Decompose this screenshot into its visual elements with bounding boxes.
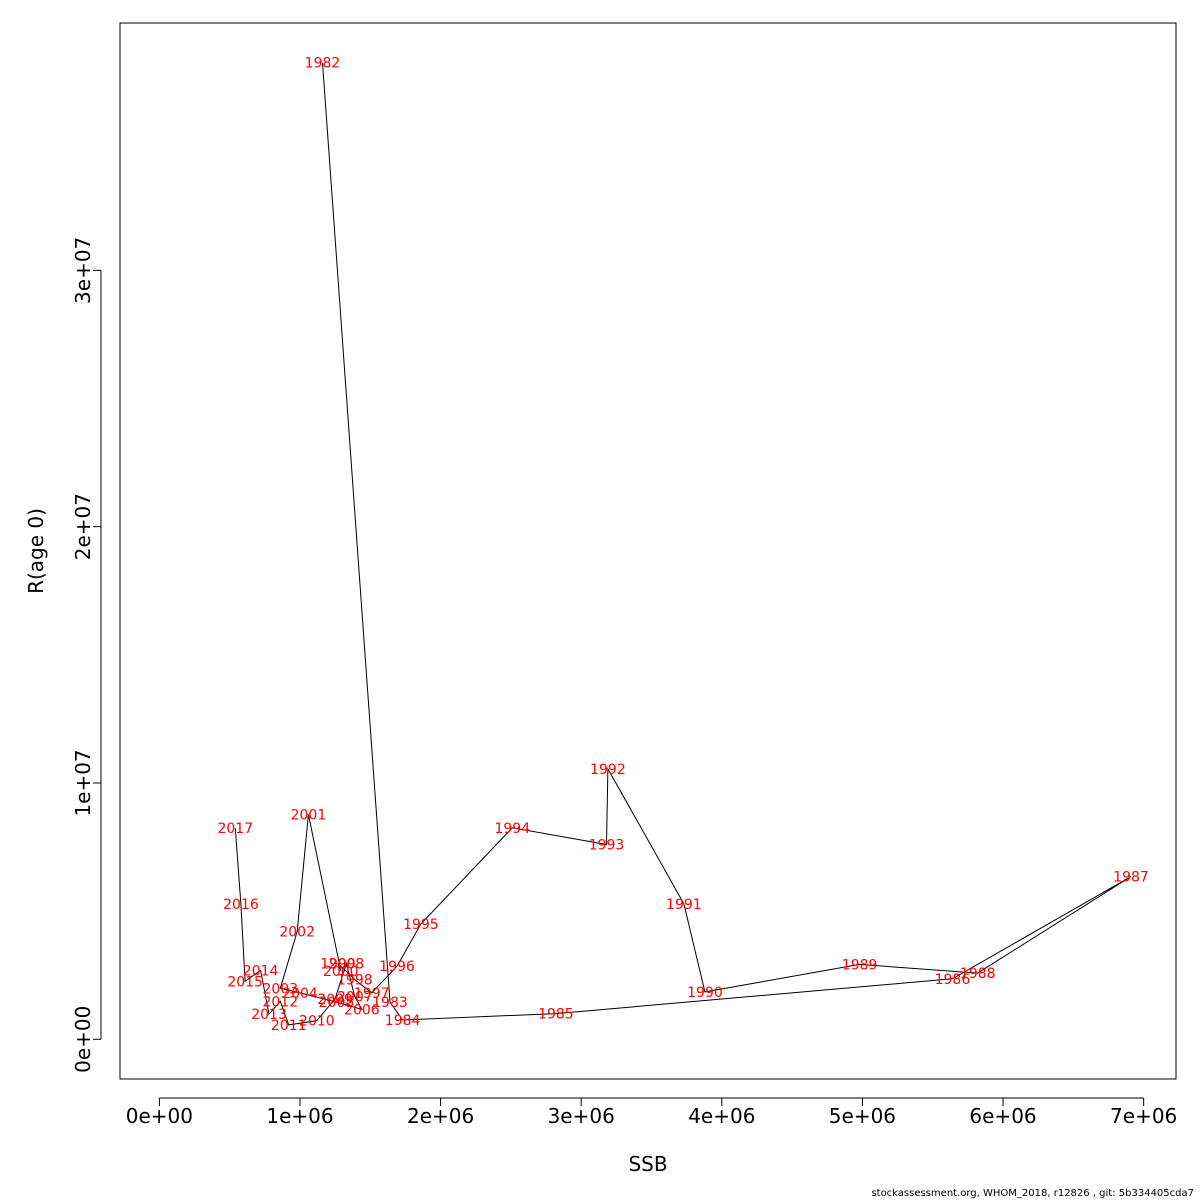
series-line-group: [234, 62, 1132, 1026]
year-label-2003: 2003: [262, 981, 298, 997]
year-label-1983: 1983: [372, 995, 408, 1011]
x-tick-label: 2e+06: [407, 1104, 474, 1128]
x-tick-label: 1e+06: [266, 1104, 333, 1128]
x-tick-label: 4e+06: [688, 1104, 755, 1128]
y-tick-label: 3e+07: [71, 237, 95, 304]
year-label-2016: 2016: [223, 897, 259, 913]
year-label-1987: 1987: [1113, 870, 1149, 886]
year-label-1996: 1996: [379, 959, 415, 975]
year-label-1993: 1993: [589, 837, 625, 853]
y-tick-label: 0e+00: [71, 1006, 95, 1073]
year-label-2011: 2011: [271, 1018, 307, 1034]
year-label-1985: 1985: [538, 1007, 574, 1023]
year-label-1990: 1990: [687, 985, 723, 1001]
y-axis-title: R(age 0): [24, 508, 48, 594]
footer-credit: stockassessment.org, WHOM_2018, r12826 ,…: [871, 1188, 1194, 1199]
year-label-2004: 2004: [282, 986, 318, 1002]
y-tick-label: 2e+07: [71, 493, 95, 560]
x-axis: 0e+00 1e+06 2e+06 3e+06 4e+06 5e+06 6e+06 7e+06: [126, 1097, 1177, 1128]
year-label-1989: 1989: [842, 957, 878, 973]
year-label-2017: 2017: [217, 821, 253, 837]
x-tick-label: 3e+06: [548, 1104, 615, 1128]
year-label-2009: 2009: [317, 992, 353, 1008]
x-tick-label: 5e+06: [829, 1104, 896, 1128]
year-label-2015: 2015: [227, 974, 263, 990]
year-label-2008: 2008: [329, 956, 365, 972]
year-label-1991: 1991: [666, 897, 702, 913]
sr-series-line: [234, 62, 1132, 1026]
year-label-2012: 2012: [262, 994, 298, 1010]
year-label-1998: 1998: [337, 973, 373, 989]
year-label-1988: 1988: [960, 966, 996, 982]
year-label-2014: 2014: [243, 963, 279, 979]
year-label-2005: 2005: [319, 995, 355, 1011]
year-label-2000: 2000: [323, 964, 359, 980]
x-axis-title: SSB: [628, 1152, 667, 1176]
y-axis: 0e+00 1e+07 2e+07 3e+07: [71, 237, 102, 1073]
year-label-2002: 2002: [279, 924, 315, 940]
year-label-1999: 1999: [320, 956, 356, 972]
x-tick-label: 0e+00: [126, 1104, 193, 1128]
year-label-1986: 1986: [935, 972, 971, 988]
x-tick-label: 7e+06: [1110, 1104, 1177, 1128]
year-label-1984: 1984: [385, 1013, 421, 1029]
x-tick-label: 6e+06: [969, 1104, 1036, 1128]
year-label-2006: 2006: [344, 1002, 380, 1018]
year-label-1992: 1992: [590, 762, 626, 778]
year-label-2013: 2013: [251, 1007, 287, 1023]
year-label-1982: 1982: [305, 56, 341, 72]
year-label-1997: 1997: [354, 986, 390, 1002]
year-label-2007: 2007: [337, 990, 373, 1006]
year-label-1995: 1995: [403, 917, 439, 933]
year-label-1994: 1994: [494, 821, 530, 837]
year-label-2010: 2010: [299, 1014, 335, 1030]
y-tick-label: 1e+07: [71, 749, 95, 816]
plot-frame: [119, 22, 1177, 1080]
year-labels-group: 1982 1983 1984 1985 1986 1987 1988 1989 1990 1991…: [217, 56, 1148, 1034]
year-label-2001: 2001: [291, 807, 327, 823]
